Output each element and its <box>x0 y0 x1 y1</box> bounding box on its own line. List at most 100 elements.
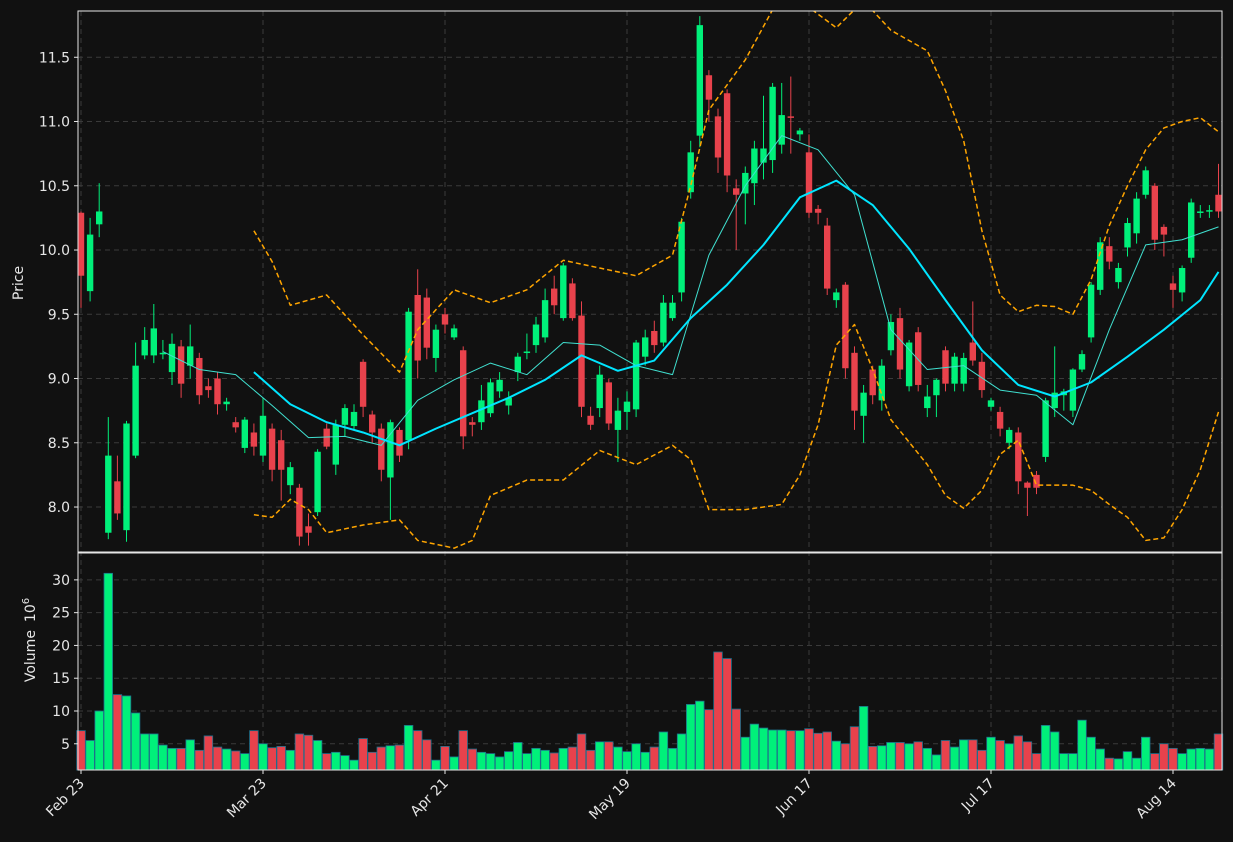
candle-body <box>851 352 858 411</box>
candle-body <box>678 221 685 293</box>
candle-body <box>733 188 740 195</box>
volume-bar <box>731 708 741 771</box>
candle-body <box>196 357 203 396</box>
volume-bar <box>267 747 277 771</box>
volume-bar <box>604 741 614 771</box>
price-frame <box>77 10 1223 553</box>
volume-bar <box>849 726 860 771</box>
grid <box>78 11 1222 770</box>
volume-bar <box>804 728 814 771</box>
volume-bar <box>349 759 359 771</box>
volume-bar <box>321 753 332 771</box>
candle-body <box>951 356 958 384</box>
volume-bar <box>1068 753 1078 771</box>
candle-body <box>1024 482 1031 488</box>
volume-tick-label: 25 <box>52 606 70 622</box>
volume-bar <box>786 730 796 771</box>
candle-body <box>332 424 339 465</box>
candle-body <box>523 351 531 354</box>
candle-body <box>223 401 230 405</box>
candle-body <box>86 234 94 292</box>
volume-bar <box>1204 748 1215 771</box>
volume-bar <box>303 734 314 771</box>
candle-body <box>177 346 185 384</box>
candle-body <box>942 350 949 384</box>
candle-body <box>532 324 540 346</box>
volume-bar <box>631 743 641 771</box>
candle-body <box>314 451 321 513</box>
volume-bar <box>1131 757 1142 771</box>
volume-bar <box>449 756 459 771</box>
candle-body <box>350 411 358 427</box>
volume-bar <box>931 754 942 771</box>
candle-body <box>469 422 476 425</box>
candle-body <box>478 400 485 423</box>
candle-body <box>651 330 658 346</box>
volume-bar <box>1022 741 1033 771</box>
candle-body <box>250 432 258 447</box>
candle-body <box>896 318 904 370</box>
volume-bar <box>1113 758 1124 771</box>
volume-bar <box>722 658 732 771</box>
volume-bar <box>877 745 887 771</box>
candle-body <box>814 208 822 213</box>
volume-bar <box>649 746 660 771</box>
y-tick-label: 10.0 <box>39 243 70 259</box>
candle-body <box>1033 474 1040 488</box>
candle-body <box>1142 170 1149 195</box>
volume-bar <box>540 749 550 771</box>
volume-bar <box>777 729 787 771</box>
candle-body <box>78 212 85 276</box>
volume-label: Volume <box>23 630 39 682</box>
candle-body <box>842 284 849 369</box>
candle-body <box>268 428 276 470</box>
volume-tick-label: 5 <box>61 737 70 753</box>
candle-body <box>141 339 148 356</box>
volume-bar <box>713 651 723 771</box>
volume-bar <box>959 739 969 771</box>
volume-bar <box>1159 743 1169 771</box>
candle-body <box>723 93 731 176</box>
candle-body <box>432 329 440 358</box>
y-tick-label: 8.0 <box>48 500 70 516</box>
volume-panel <box>76 572 1224 771</box>
candle-body <box>450 328 458 338</box>
candle-body <box>642 337 649 357</box>
volume-bar <box>1150 753 1160 771</box>
volume-bar <box>440 745 450 771</box>
candle-body <box>296 487 303 537</box>
volume-bar <box>513 742 523 771</box>
candle-body <box>905 342 913 387</box>
volume-bar <box>403 725 414 771</box>
candle-body <box>505 397 512 406</box>
volume-bar <box>1177 753 1187 771</box>
volume-bar <box>922 747 933 771</box>
candle-body <box>496 379 503 392</box>
volume-bar <box>913 741 923 771</box>
candle-body <box>1160 226 1168 235</box>
candle-body <box>387 422 394 478</box>
volume-bar <box>494 756 505 771</box>
volume-axis-label: Volume 106 <box>21 598 39 682</box>
volume-bar <box>576 733 587 771</box>
candle-body <box>887 321 895 351</box>
volume-bar <box>130 712 141 771</box>
volume-bar <box>394 744 405 771</box>
volume-bar <box>367 751 377 771</box>
volume-bar <box>549 752 559 771</box>
candle-body <box>742 172 749 194</box>
volume-bar <box>139 733 150 771</box>
volume-scale-base: 10 <box>23 604 39 622</box>
volume-bar <box>485 753 496 771</box>
volume-bar <box>995 740 1005 771</box>
candle-body <box>778 115 785 145</box>
volume-bar <box>203 735 214 771</box>
volume-bar <box>431 759 441 771</box>
candle-body <box>123 423 130 531</box>
overlay-line <box>253 11 1219 373</box>
candle-body <box>359 361 367 407</box>
volume-bar <box>831 740 842 771</box>
volume-bar <box>977 749 987 771</box>
candle-body <box>960 357 967 384</box>
candle-body <box>287 467 294 486</box>
